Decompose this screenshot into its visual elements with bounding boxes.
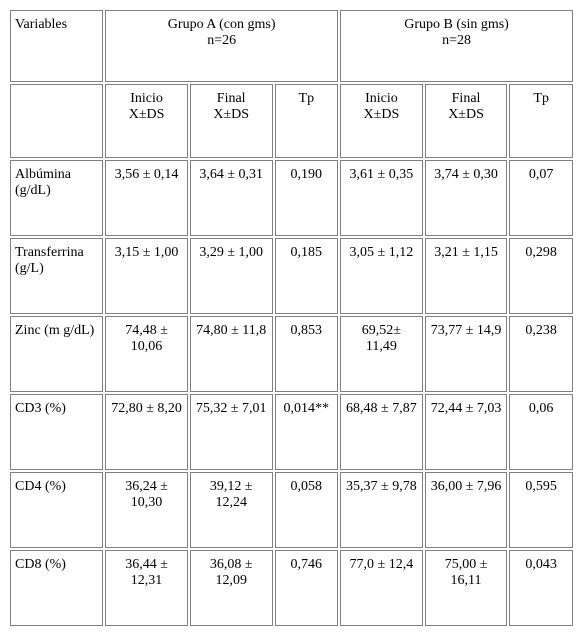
- a-tp-cell: 0,058: [275, 472, 339, 548]
- b-inicio-cell: 35,37 ± 9,78: [340, 472, 423, 548]
- b-tp-cell: 0,043: [509, 550, 573, 626]
- b-inicio-cell: 3,61 ± 0,35: [340, 160, 423, 236]
- a-final-cell: 3,29 ± 1,00: [190, 238, 273, 314]
- a-final-cell: 74,80 ± 11,8: [190, 316, 273, 392]
- b-inicio-header: InicioX±DS: [340, 84, 423, 158]
- a-final-cell: 39,12 ± 12,24: [190, 472, 273, 548]
- a-final-cell: 3,64 ± 0,31: [190, 160, 273, 236]
- b-final-cell: 72,44 ± 7,03: [425, 394, 508, 470]
- b-final-cell: 75,00 ± 16,11: [425, 550, 508, 626]
- table-row: Transferrina (g/L)3,15 ± 1,003,29 ± 1,00…: [10, 238, 573, 314]
- b-inicio-cell: 77,0 ± 12,4: [340, 550, 423, 626]
- table-header-row-1: Variables Grupo A (con gms)n=26 Grupo B …: [10, 10, 573, 82]
- b-final-cell: 3,74 ± 0,30: [425, 160, 508, 236]
- data-table: Variables Grupo A (con gms)n=26 Grupo B …: [8, 8, 575, 628]
- variable-cell: Transferrina (g/L): [10, 238, 103, 314]
- a-tp-cell: 0,190: [275, 160, 339, 236]
- a-tp-header: Tp: [275, 84, 339, 158]
- a-inicio-header: InicioX±DS: [105, 84, 188, 158]
- group-b-header: Grupo B (sin gms)n=28: [340, 10, 573, 82]
- table-header-row-2: InicioX±DS FinalX±DS Tp InicioX±DS Final…: [10, 84, 573, 158]
- a-tp-cell: 0,014**: [275, 394, 339, 470]
- b-final-cell: 36,00 ± 7,96: [425, 472, 508, 548]
- group-a-header: Grupo A (con gms)n=26: [105, 10, 338, 82]
- b-tp-cell: 0,595: [509, 472, 573, 548]
- a-final-cell: 36,08 ± 12,09: [190, 550, 273, 626]
- b-tp-cell: 0,06: [509, 394, 573, 470]
- table-row: Zinc (m g/dL)74,48 ± 10,0674,80 ± 11,80,…: [10, 316, 573, 392]
- a-inicio-cell: 36,24 ± 10,30: [105, 472, 188, 548]
- a-final-cell: 75,32 ± 7,01: [190, 394, 273, 470]
- b-final-cell: 73,77 ± 14,9: [425, 316, 508, 392]
- a-final-header: FinalX±DS: [190, 84, 273, 158]
- table-row: CD3 (%)72,80 ± 8,2075,32 ± 7,010,014**68…: [10, 394, 573, 470]
- a-tp-cell: 0,185: [275, 238, 339, 314]
- b-inicio-cell: 69,52± 11,49: [340, 316, 423, 392]
- table-row: CD4 (%)36,24 ± 10,3039,12 ± 12,240,05835…: [10, 472, 573, 548]
- a-inicio-cell: 3,15 ± 1,00: [105, 238, 188, 314]
- b-tp-cell: 0,238: [509, 316, 573, 392]
- b-final-cell: 3,21 ± 1,15: [425, 238, 508, 314]
- b-tp-header: Tp: [509, 84, 573, 158]
- variable-cell: CD3 (%): [10, 394, 103, 470]
- b-inicio-cell: 3,05 ± 1,12: [340, 238, 423, 314]
- variable-cell: Albúmina (g/dL): [10, 160, 103, 236]
- b-final-header: FinalX±DS: [425, 84, 508, 158]
- a-inicio-cell: 36,44 ± 12,31: [105, 550, 188, 626]
- b-tp-cell: 0,07: [509, 160, 573, 236]
- a-inicio-cell: 74,48 ± 10,06: [105, 316, 188, 392]
- variable-cell: CD4 (%): [10, 472, 103, 548]
- a-inicio-cell: 3,56 ± 0,14: [105, 160, 188, 236]
- variables-header: Variables: [10, 10, 103, 82]
- table-row: Albúmina (g/dL)3,56 ± 0,143,64 ± 0,310,1…: [10, 160, 573, 236]
- table-row: CD8 (%)36,44 ± 12,3136,08 ± 12,090,74677…: [10, 550, 573, 626]
- variable-cell: CD8 (%): [10, 550, 103, 626]
- a-inicio-cell: 72,80 ± 8,20: [105, 394, 188, 470]
- variable-cell: Zinc (m g/dL): [10, 316, 103, 392]
- blank-header: [10, 84, 103, 158]
- b-inicio-cell: 68,48 ± 7,87: [340, 394, 423, 470]
- a-tp-cell: 0,746: [275, 550, 339, 626]
- b-tp-cell: 0,298: [509, 238, 573, 314]
- a-tp-cell: 0,853: [275, 316, 339, 392]
